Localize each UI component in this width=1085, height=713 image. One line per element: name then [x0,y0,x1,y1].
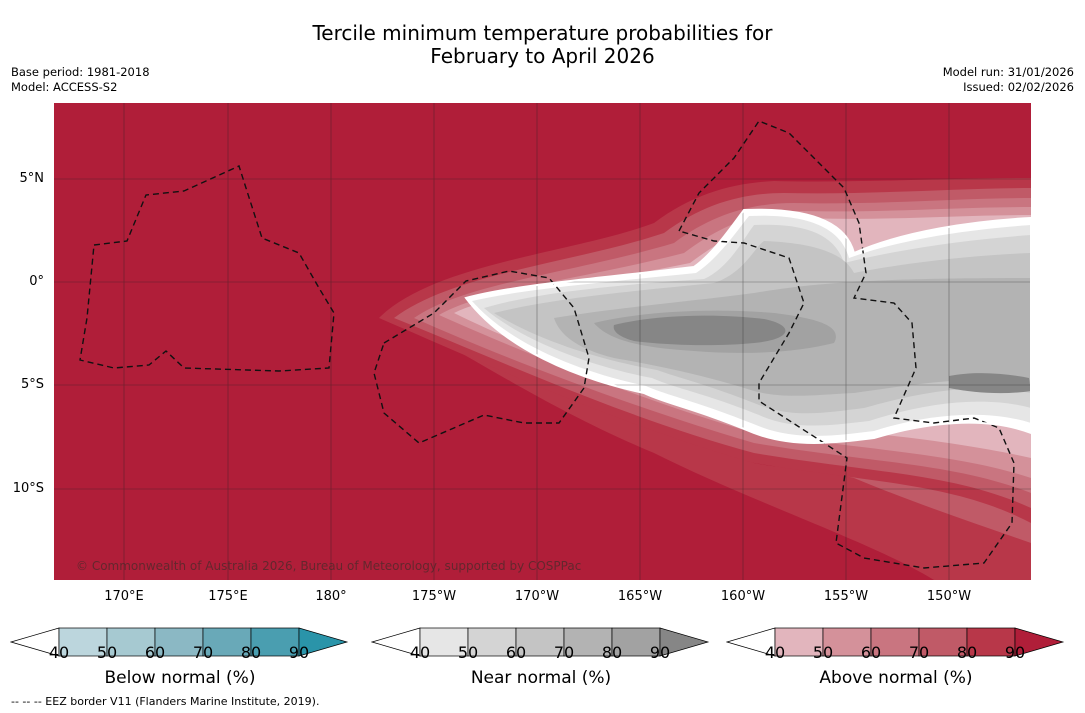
lat-label-5s: 5°S [20,377,44,392]
tick-above-70: 70 [908,643,930,662]
colorbar-swatch [774,627,824,657]
lon-label-175w: 175°W [411,589,457,604]
title-line-2: February to April 2026 [430,44,655,68]
model-run: Model run: 31/01/2026 [942,65,1074,79]
lat-label-0: 0° [29,274,44,289]
colorbar-above-swatches [726,627,1065,657]
tick-near-90: 90 [649,643,671,662]
colorbar-above-normal [726,627,1065,657]
tick-above-40: 40 [764,643,786,662]
lat-label-10s: 10°S [12,481,44,496]
colorbar-below-swatches [10,627,349,657]
colorbar-swatch [563,627,613,657]
tick-near-60: 60 [505,643,527,662]
near-normal-outline [464,208,1031,444]
tick-near-70: 70 [553,643,575,662]
colorbar-swatch [106,627,156,657]
title-line-1: Tercile minimum temperature probabilitie… [312,21,773,45]
eez-kiribati-line [677,120,1015,569]
colorbar-swatch [966,627,1016,657]
tick-below-50: 50 [96,643,118,662]
issued-date: Issued: 02/02/2026 [963,80,1074,94]
map-credit: © Commonwealth of Australia 2026, Bureau… [76,559,581,573]
eez-borders [79,120,1015,569]
colorbar-above-title: Above normal (%) [819,668,973,688]
colorbar-below-normal [10,627,349,657]
tick-above-90: 90 [1004,643,1026,662]
tick-above-50: 50 [812,643,834,662]
colorbar-swatch [611,627,661,657]
tick-near-50: 50 [457,643,479,662]
map-title: Tercile minimum temperature probabilitie… [0,22,1085,68]
colorbar-near-title: Near normal (%) [470,668,612,688]
tick-below-70: 70 [192,643,214,662]
lon-label-150w: 150°W [926,589,972,604]
lon-label-160w: 160°W [720,589,766,604]
tick-near-40: 40 [409,643,431,662]
eez-footnote: -- -- -- EEZ border V11 (Flanders Marine… [11,695,320,708]
colorbar-swatch [419,627,469,657]
lon-label-170w: 170°W [514,589,560,604]
tick-above-80: 80 [956,643,978,662]
colorbar-swatch [822,627,872,657]
colorbar-near-swatches [371,627,710,657]
eez-kiribati-gilberts [79,165,335,372]
colorbar-swatch [154,627,204,657]
tick-below-90: 90 [288,643,310,662]
colorbar-swatch [58,627,108,657]
tick-below-80: 80 [240,643,262,662]
colorbar-extend-high [1014,627,1065,657]
colorbar-near-normal [371,627,710,657]
colorbar-swatch [467,627,517,657]
lon-label-175e: 175°E [208,589,248,604]
near-normal-90-core [613,315,786,346]
tick-below-60: 60 [144,643,166,662]
colorbar-swatch [202,627,252,657]
tick-near-80: 80 [601,643,623,662]
meta-left: Base period: 1981-2018 Model: ACCESS-S2 [11,65,150,95]
colorbar-extend-high [298,627,349,657]
tick-above-60: 60 [860,643,882,662]
model-name: Model: ACCESS-S2 [11,80,118,94]
lon-label-155w: 155°W [823,589,869,604]
colorbar-swatch [515,627,565,657]
tick-below-40: 40 [48,643,70,662]
lat-label-5n: 5°N [19,171,45,186]
lon-label-165w: 165°W [617,589,663,604]
eez-kiribati-phoenix [373,270,590,444]
lon-label-180: 180° [315,589,347,604]
probability-map: © Commonwealth of Australia 2026, Bureau… [54,103,1031,580]
base-period: Base period: 1981-2018 [11,65,150,79]
meta-right: Model run: 31/01/2026 Issued: 02/02/2026 [943,65,1074,95]
near-normal-90-east [949,373,1031,394]
lon-label-170e: 170°E [104,589,144,604]
colorbar-extend-high [659,627,710,657]
colorbar-swatch [918,627,968,657]
colorbar-below-title: Below normal (%) [104,668,256,688]
